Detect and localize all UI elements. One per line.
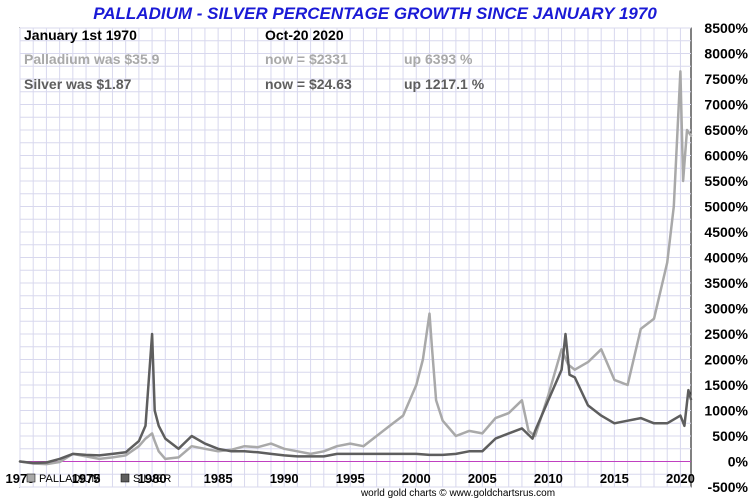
legend-swatch-silver (120, 473, 130, 483)
x-tick-label: 2000 (402, 471, 431, 486)
y-tick-label: 8000% (704, 46, 748, 62)
y-tick-label: 4000% (704, 250, 748, 266)
y-tick-label: 500% (712, 428, 748, 444)
x-tick-label: 2020 (666, 471, 695, 486)
legend-label-palladium: PALLADIUM (39, 473, 101, 485)
y-tick-label: 8500% (704, 20, 748, 36)
silver-up: up 1217.1 % (404, 76, 485, 92)
grid (19, 27, 691, 488)
legend-label-silver: SILVER (133, 473, 171, 485)
end-label: Oct-20 2020 (265, 27, 344, 43)
y-tick-label: 1500% (704, 377, 748, 393)
y-tick-label: 6500% (704, 122, 748, 138)
x-tick-label: 2015 (600, 471, 629, 486)
legend-swatch-palladium (26, 473, 36, 483)
chart-title: PALLADIUM - SILVER PERCENTAGE GROWTH SIN… (93, 4, 657, 23)
y-tick-label: 3000% (704, 301, 748, 317)
y-tick-label: 5000% (704, 199, 748, 215)
y-tick-label: 2000% (704, 352, 748, 368)
series-group (18, 70, 693, 466)
y-tick-label: 0% (728, 454, 749, 470)
x-tick-label: 2005 (468, 471, 497, 486)
palladium-was: Palladium was $35.9 (24, 51, 160, 67)
y-tick-label: 6000% (704, 148, 748, 164)
footer-credit: world gold charts © www.goldchartsrus.co… (360, 488, 555, 499)
y-tick-label: -500% (708, 479, 749, 495)
info-panel: January 1st 1970 Oct-20 2020 Palladium w… (24, 27, 485, 92)
x-tick-label: 2010 (534, 471, 563, 486)
palladium-up: up 6393 % (404, 51, 473, 67)
x-tick-label: 1995 (336, 471, 365, 486)
silver-was: Silver was $1.87 (24, 76, 132, 92)
y-tick-label: 2500% (704, 326, 748, 342)
y-tick-label: 5500% (704, 173, 748, 189)
y-tick-label: 1000% (704, 403, 748, 419)
y-tick-label: 4500% (704, 224, 748, 240)
palladium-now: now = $2331 (265, 51, 348, 67)
series-line-silver (18, 332, 693, 465)
x-tick-label: 1985 (204, 471, 233, 486)
y-tick-label: 7000% (704, 97, 748, 113)
legend: PALLADIUM SILVER (26, 473, 171, 485)
y-tick-label: 7500% (704, 71, 748, 87)
y-tick-label: 3500% (704, 275, 748, 291)
start-label: January 1st 1970 (24, 27, 137, 43)
x-tick-label: 1975 (72, 471, 101, 486)
x-tick-label: 1980 (138, 471, 167, 486)
series-line-palladium (18, 70, 693, 466)
x-axis: 1970 1975 1980 1985 1990 1995 2000 2005 2010 2015… (6, 471, 695, 486)
silver-now: now = $24.63 (265, 76, 352, 92)
y-axis: 8500% 8000% 7500% 7000% 6500% 6000% 5500% 5000%… (704, 20, 748, 495)
x-tick-label: 1990 (270, 471, 299, 486)
